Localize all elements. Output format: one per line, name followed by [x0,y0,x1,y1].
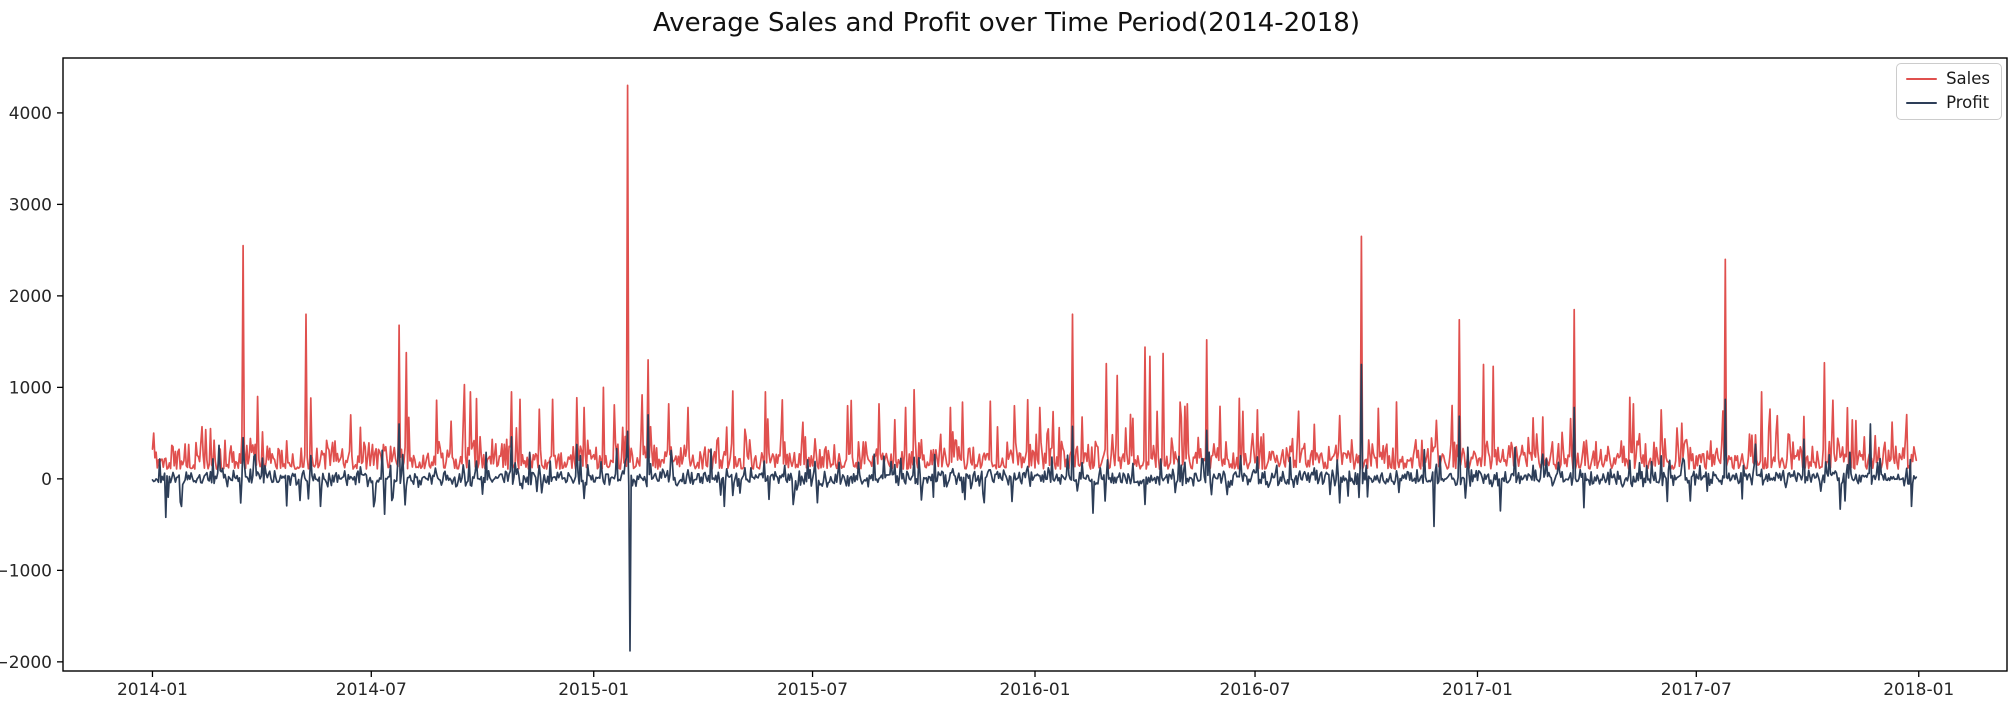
x-tick-label: 2016-07 [1220,680,1291,700]
x-tick-label: 2014-01 [117,680,188,700]
axes-spines [62,57,2008,672]
legend: Sales Profit [1896,63,2002,120]
legend-label-profit: Profit [1946,92,1990,112]
y-tick-label: 0 [41,470,52,490]
sales-line [151,84,1918,470]
profit-line-swatch [1906,101,1938,104]
y-tick-label: −1000 [0,561,52,581]
x-tick-label: 2014-07 [336,680,407,700]
x-tick-label: 2015-07 [777,680,848,700]
y-tick-label: 1000 [9,378,52,398]
y-tick-label: −2000 [0,653,52,673]
chart-title: Average Sales and Profit over Time Perio… [653,8,1360,38]
profit-line [151,363,1918,652]
x-tick-label: 2016-01 [999,680,1070,700]
sales-line-swatch [1906,78,1938,81]
x-tick-label: 2017-01 [1442,680,1513,700]
x-tick-label: 2015-01 [558,680,629,700]
x-tick-label: 2017-07 [1661,680,1732,700]
legend-label-sales: Sales [1946,69,1990,88]
legend-item-sales: Sales [1906,69,1990,88]
y-tick-label: 2000 [9,287,52,307]
legend-item-profit: Profit [1906,92,1990,112]
x-tick-label: 2018-01 [1883,680,1954,700]
y-tick-label: 4000 [9,104,52,124]
y-tick-label: 3000 [9,195,52,215]
